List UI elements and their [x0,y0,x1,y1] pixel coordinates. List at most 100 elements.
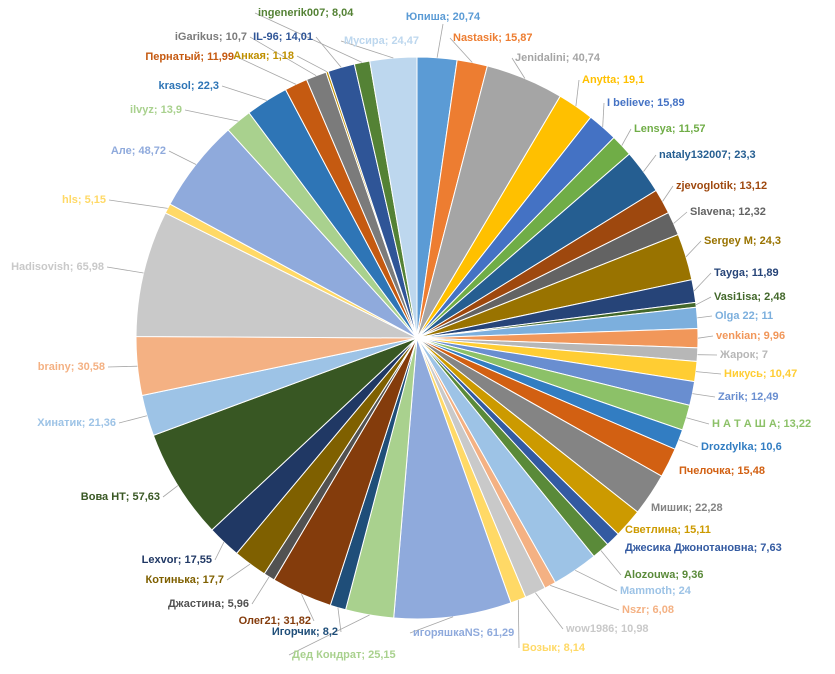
data-label-brainy: brainy; 30,58 [38,361,105,373]
leader-line-ilvyz [184,109,239,122]
pie-slice-игоряшкаns [393,337,512,620]
leader-line-sergey-m [685,240,702,258]
data-label-олег21: Олег21; 31,82 [239,615,311,627]
data-label-котинька: Котинька; 17,7 [146,574,224,586]
leader-line-krasol [221,85,267,101]
leader-line-игорчик [337,607,342,633]
data-label-игоряшкаns: игоряшкаNS; 61,29 [413,627,514,639]
data-label-н-а-т-а-ш-а: Н А Т А Ш А; 13,22 [712,418,811,430]
data-label-lexvor: Lexvor; 17,55 [142,554,212,566]
leader-line-н-а-т-а-ш-а [686,417,710,425]
data-label-vasi1isa: Vasi1isa; 2,48 [714,291,786,303]
leader-line-zjevoglotik [662,185,674,202]
leader-line-hls [108,199,168,209]
pie-slice-hadisovish [135,212,418,339]
data-label-вова-нт: Вова НТ; 57,63 [81,491,160,503]
leader-line-vasi1isa [695,296,712,306]
data-label-ilvyz: ilvyz; 13,9 [130,104,182,116]
data-label-zjevoglotik: zjevoglotik; 13,12 [676,180,767,192]
leader-line-mammoth [575,569,618,592]
leader-line-tayga [693,272,712,292]
data-label-wow1986: wow1986; 10,98 [565,623,649,635]
data-label-igarikus: iGarikus; 10,7 [175,31,247,43]
data-label-никусь: Никусь; 10,47 [724,368,797,380]
leader-line-вова-нт [162,485,179,498]
leader-line-никусь [695,371,722,375]
data-label-sergey-m: Sergey M; 24,3 [704,235,781,247]
data-label-nszr: Nszr; 6,08 [622,604,674,616]
leader-line-brainy [107,365,138,368]
pie-slices [135,56,699,620]
leader-line-anytta [575,79,580,107]
leader-line-игоряшкаns [409,616,454,634]
leader-line-хинатик [118,415,148,424]
data-labels: Юпиша; 20,74 Nastasik; 15,87 Jenidalini; 4… [11,7,811,661]
data-label-пернатый: Пернатый; 11,99 [145,51,234,63]
leader-line-lensya [621,128,632,146]
data-label-mammoth: Mammoth; 24 [620,585,692,597]
leader-line-venkian [697,335,714,339]
leader-line-alozouwa [600,550,622,576]
leader-line-nastasik [449,37,473,63]
leader-line-олег21 [301,594,315,622]
leader-line-wow1986 [535,592,564,630]
data-label-tayga: Tayga; 11,89 [714,267,779,279]
pie-slice-вова-нт [152,337,418,531]
leader-line-дед-кондрат [288,614,370,656]
leader-line-jenidalini [511,57,526,79]
data-label-zarik: Zarik; 12,49 [718,391,779,403]
leader-line-котинька [226,563,251,581]
data-label-slavena: Slavena; 12,32 [690,206,766,218]
leader-line-lexvor [214,541,225,561]
leader-line-юпиша [436,23,444,58]
data-label-возык: Возык; 8,14 [522,642,586,654]
leader-line-ingenerik007 [254,12,363,63]
leader-line-zarik [692,393,716,398]
data-label-анкая: Анкая; 1,18 [233,50,294,62]
data-label-юпиша: Юпиша; 20,74 [406,11,481,23]
data-label-anytta: Anytta; 19,1 [582,74,644,86]
leader-line-slavena [673,211,688,224]
data-label-мишик: Мишик; 22,28 [651,502,723,514]
leader-line-анкая [296,55,328,73]
data-label-i-believe: I believe; 15,89 [607,97,685,109]
data-label-джесика-джонотановна: Джесика Джонотановна; 7,63 [625,542,782,554]
leader-line-i-believe [602,102,605,128]
leader-line-igarikus [249,36,317,77]
data-label-olga-22: Olga 22; 11 [715,310,773,322]
data-label-джастина: Джастина; 5,96 [168,598,249,610]
data-label-hadisovish: Hadisovish; 65,98 [11,261,104,273]
data-label-alozouwa: Alozouwa; 9,36 [624,569,703,581]
data-label-пчелочка: Пчелочка; 15,48 [679,465,765,477]
data-label-lensya: Lensya; 11,57 [634,123,706,135]
data-label-jenidalini: Jenidalini; 40,74 [515,52,601,64]
data-label-мусира: Мусира; 24,47 [344,35,419,47]
data-label-hls: hls; 5,15 [62,194,106,206]
data-label-il-96: IL-96; 14,01 [253,31,313,43]
leader-lines [106,12,722,656]
data-label-venkian: venkian; 9,96 [716,330,785,342]
leader-line-nataly132007 [643,154,657,172]
data-label-хинатик: Хинатик; 21,36 [37,417,116,429]
leader-line-але [168,150,197,165]
leader-line-olga-22 [697,315,713,319]
data-label-але: Але; 48,72 [111,145,166,157]
data-label-жарок: Жарок; 7 [719,349,768,361]
data-label-дед-кондрат: Дед Кондрат; 25,15 [292,649,396,661]
data-label-drozdylka: Drozdylka; 10,6 [701,441,782,453]
leader-line-il-96 [315,36,342,68]
leader-line-джастина [251,576,270,605]
data-label-игорчик: Игорчик; 8,2 [272,626,338,638]
leader-line-drozdylka [678,439,699,448]
data-label-nataly132007: nataly132007; 23,3 [659,149,756,161]
leader-line-hadisovish [106,266,144,274]
data-label-ingenerik007: ingenerik007; 8,04 [258,7,354,19]
leader-line-nszr [550,585,620,611]
leader-line-пернатый [236,56,297,85]
data-label-светлина: Светлина; 15,11 [625,524,711,536]
data-label-krasol: krasol; 22,3 [158,80,219,92]
data-label-nastasik: Nastasik; 15,87 [453,32,533,44]
leader-line-возык [517,600,520,649]
leader-line-мусира [340,40,394,59]
